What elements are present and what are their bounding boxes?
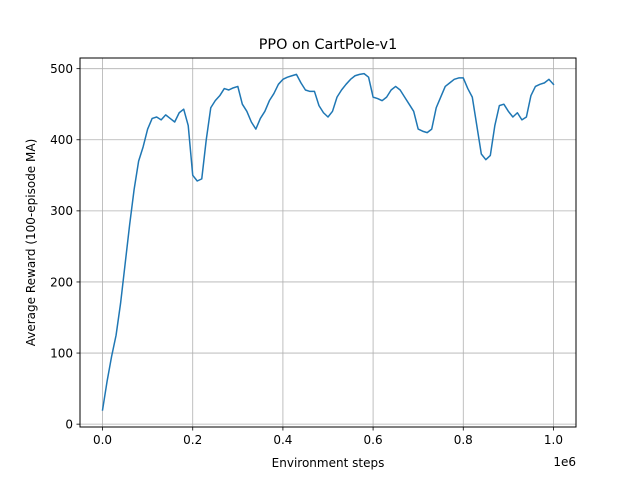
grid-layer xyxy=(80,58,576,427)
chart-title: PPO on CartPole-v1 xyxy=(259,37,397,53)
tick-layer: 0.0 0.2 0.4 0.6 0.8 1.0 0 100 200 300 400 500 xyxy=(50,62,563,447)
series-layer xyxy=(101,72,555,411)
x-tick-label: 0.0 xyxy=(93,433,112,447)
x-tick-label: 0.6 xyxy=(364,433,383,447)
y-axis-label: Average Reward (100-episode MA) xyxy=(24,139,38,347)
x-axis-label: Environment steps xyxy=(272,456,385,470)
y-tick-label: 400 xyxy=(50,133,73,147)
series-line xyxy=(101,72,555,411)
y-tick-label: 100 xyxy=(50,346,73,360)
x-axis-offset-label: 1e6 xyxy=(553,455,576,469)
x-tick-label: 1.0 xyxy=(544,433,563,447)
x-tick-label: 0.8 xyxy=(454,433,473,447)
y-tick-label: 0 xyxy=(65,417,73,431)
x-tick-label: 0.2 xyxy=(183,433,202,447)
y-tick-label: 500 xyxy=(50,62,73,76)
y-tick-label: 200 xyxy=(50,275,73,289)
plot-frame xyxy=(79,57,577,428)
y-tick-label: 300 xyxy=(50,204,73,218)
x-tick-label: 0.4 xyxy=(273,433,292,447)
